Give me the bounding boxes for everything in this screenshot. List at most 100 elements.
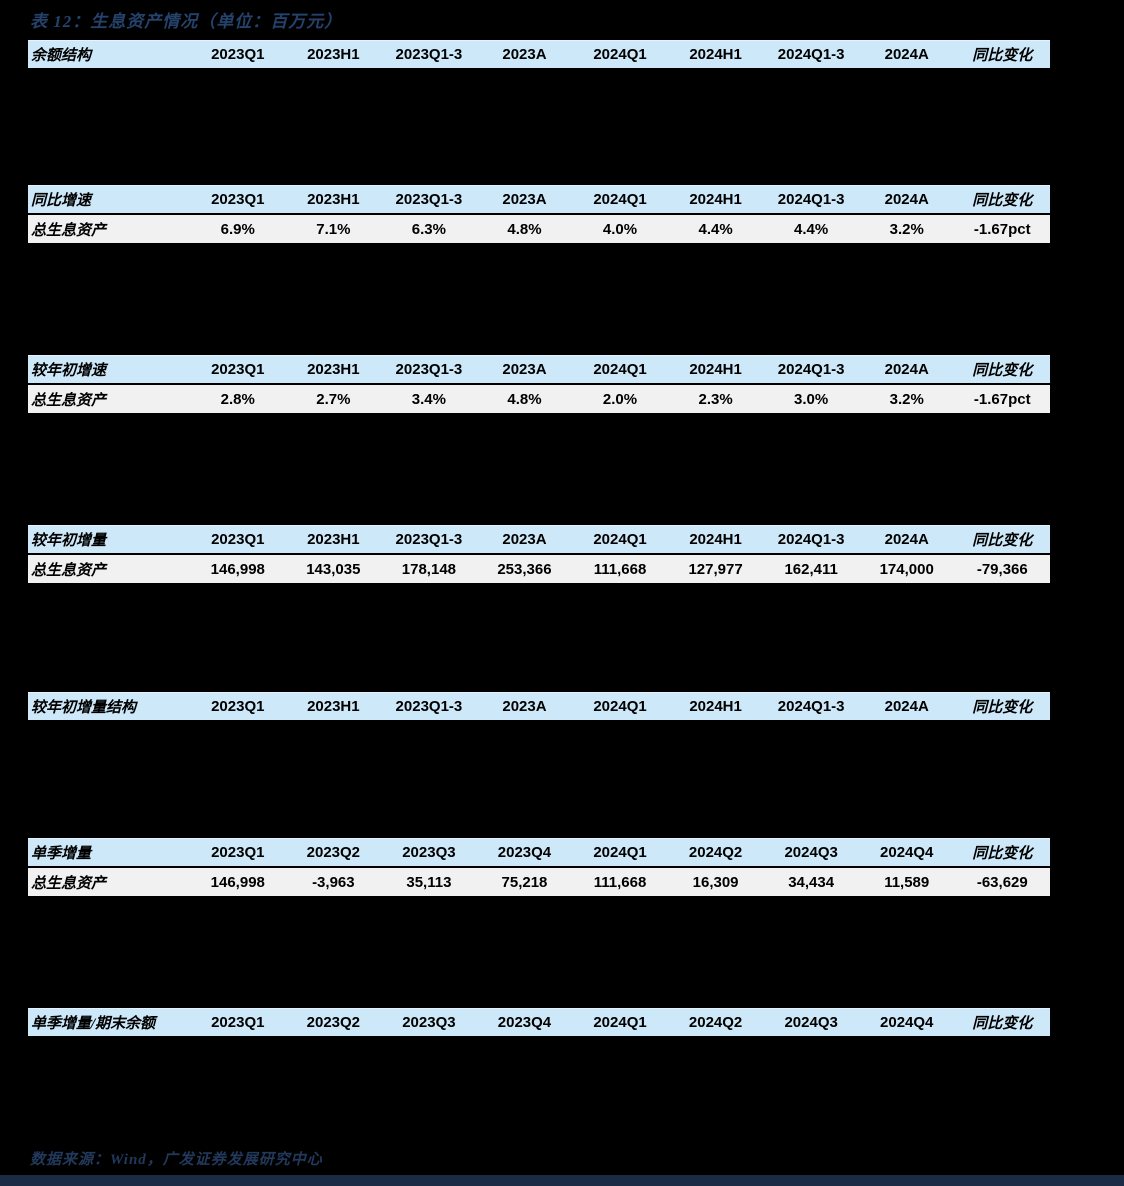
column-header: 2023Q2	[306, 1014, 361, 1031]
column-header: 2024Q1-3	[777, 531, 845, 548]
value-cell: 2.0%	[602, 390, 638, 408]
section-table: 单季增量/期末余额 2023Q1 2023Q2 2023Q3 2023Q4 2024Q1 2…	[28, 1008, 1050, 1038]
column-header: 2023A	[502, 698, 547, 715]
value-cell: 127,977	[688, 560, 743, 578]
column-header: 2023Q4	[497, 1014, 552, 1031]
section-header-row: 余额结构 2023Q1 2023H1 2023Q1-3 2023A 2024Q1 2024H…	[28, 40, 1050, 70]
value-cell: -63,629	[976, 873, 1028, 891]
column-header: 2024A	[884, 46, 929, 63]
section-label: 单季增量/期末余额	[31, 1016, 156, 1032]
table-row: 总生息资产 2.8% 2.7% 3.4% 4.8% 2.0% 2.3% 3.0% 3.2% -1.…	[28, 385, 1050, 415]
column-header: 2024Q1-3	[777, 698, 845, 715]
column-header: 2024Q1	[593, 46, 647, 63]
column-header: 2023H1	[307, 698, 360, 715]
column-header: 2024A	[884, 191, 929, 208]
column-header: 2024Q1	[593, 698, 647, 715]
section-header-row: 较年初增量结构 2023Q1 2023H1 2023Q1-3 2023A 2024Q1 20…	[28, 692, 1050, 722]
value-cell: 178,148	[401, 560, 457, 578]
value-cell: 111,668	[593, 873, 647, 891]
value-cell: 4.0%	[602, 220, 638, 238]
value-cell: -79,366	[976, 560, 1028, 578]
value-cell: 2.3%	[698, 390, 733, 408]
column-header: 2023H1	[307, 531, 360, 548]
column-header: 同比变化	[972, 1016, 1033, 1032]
column-header: 2024A	[884, 698, 929, 715]
section-table: 单季增量 2023Q1 2023Q2 2023Q3 2023Q4 2024Q1 2024Q2…	[28, 838, 1050, 898]
column-header: 2023Q1-3	[395, 698, 463, 715]
column-header: 2023A	[502, 531, 547, 548]
value-cell: 143,035	[306, 560, 361, 578]
column-header: 2023Q3	[402, 844, 456, 861]
value-cell: 162,411	[784, 560, 838, 578]
section-label: 余额结构	[31, 48, 92, 64]
section-header-row: 较年初增速 2023Q1 2023H1 2023Q1-3 2023A 2024Q1 2024…	[28, 355, 1050, 385]
column-header: 2023Q1	[211, 844, 265, 861]
section-header-row: 单季增量 2023Q1 2023Q2 2023Q3 2023Q4 2024Q1 2024Q2…	[28, 838, 1050, 868]
value-cell: 75,218	[501, 873, 548, 891]
section-label: 较年初增量结构	[31, 700, 137, 716]
column-header: 2024Q1-3	[777, 46, 845, 63]
column-header: 2024H1	[689, 46, 742, 63]
section-header-row: 同比增速 2023Q1 2023H1 2023Q1-3 2023A 2024Q1 2024H…	[28, 185, 1050, 215]
value-cell: 146,998	[210, 560, 265, 578]
column-header: 2023Q1-3	[395, 46, 463, 63]
column-header: 2024Q1	[593, 844, 647, 861]
row-label: 总生息资产	[31, 222, 107, 239]
column-header: 2023Q2	[306, 844, 361, 861]
column-header: 2024A	[884, 531, 929, 548]
section-table: 余额结构 2023Q1 2023H1 2023Q1-3 2023A 2024Q1 2024H…	[28, 40, 1050, 70]
column-header: 2024Q2	[688, 844, 743, 861]
section-header-row: 单季增量/期末余额 2023Q1 2023Q2 2023Q3 2023Q4 2024Q1 2…	[28, 1008, 1050, 1038]
section-label: 较年初增量	[31, 533, 107, 549]
data-source: 数据来源：Wind，广发证券发展研究中心	[30, 1152, 323, 1168]
section-header-row: 较年初增量 2023Q1 2023H1 2023Q1-3 2023A 2024Q1 2024…	[28, 525, 1050, 555]
column-header: 2023H1	[307, 361, 360, 378]
value-cell: 35,113	[406, 873, 452, 891]
value-cell: 111,668	[593, 560, 647, 578]
column-header: 2023H1	[307, 191, 360, 208]
column-header: 2024Q4	[880, 1014, 934, 1031]
column-header: 2024Q1	[593, 361, 647, 378]
column-header: 2023H1	[307, 46, 360, 63]
value-cell: -3,963	[312, 873, 355, 891]
column-header: 同比变化	[972, 193, 1033, 209]
value-cell: 6.9%	[220, 220, 255, 238]
section-table: 较年初增量结构 2023Q1 2023H1 2023Q1-3 2023A 2024Q1 20…	[28, 692, 1050, 722]
value-cell: 174,000	[879, 560, 934, 578]
value-cell: 4.4%	[794, 220, 829, 238]
value-cell: 11,589	[884, 873, 930, 891]
value-cell: 6.3%	[411, 220, 446, 238]
column-header: 2023Q1-3	[395, 191, 463, 208]
column-header: 2024Q1-3	[777, 361, 845, 378]
value-cell: 146,998	[210, 873, 265, 891]
column-header: 2023Q1-3	[395, 361, 463, 378]
value-cell: 3.0%	[794, 390, 829, 408]
value-cell: 4.8%	[507, 220, 542, 238]
column-header: 2023Q1-3	[395, 531, 463, 548]
value-cell: -1.67pct	[973, 390, 1031, 408]
column-header: 2024Q2	[688, 1014, 743, 1031]
column-header: 2023A	[502, 191, 547, 208]
column-header: 2024Q3	[784, 844, 838, 861]
column-header: 同比变化	[972, 48, 1033, 64]
row-label: 总生息资产	[31, 392, 107, 409]
column-header: 2023Q1	[211, 46, 265, 63]
column-header: 2023Q1	[211, 361, 265, 378]
column-header: 2023Q4	[497, 844, 552, 861]
section-label: 较年初增速	[31, 363, 107, 379]
value-cell: 7.1%	[316, 220, 351, 238]
value-cell: 2.7%	[316, 390, 351, 408]
column-header: 2024Q4	[880, 844, 934, 861]
column-header: 同比变化	[972, 846, 1033, 862]
column-header: 2023A	[502, 361, 547, 378]
table-title: 表 12：生息资产情况（单位：百万元）	[30, 12, 343, 31]
column-header: 2024A	[884, 361, 929, 378]
column-header: 同比变化	[972, 363, 1033, 379]
value-cell: 4.8%	[507, 390, 542, 408]
footer-bar	[0, 1175, 1124, 1186]
column-header: 同比变化	[972, 533, 1033, 549]
column-header: 2023Q1	[211, 1014, 265, 1031]
column-header: 2023Q1	[211, 191, 265, 208]
section-label: 单季增量	[31, 846, 92, 862]
column-header: 2024Q1	[593, 191, 647, 208]
